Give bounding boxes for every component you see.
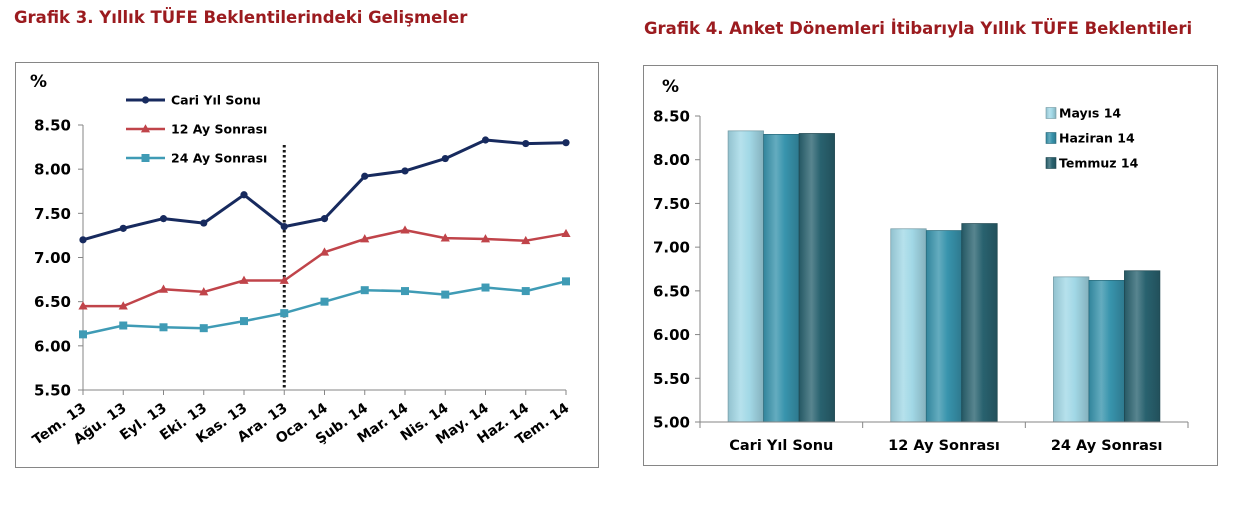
chart1-data-point [280, 222, 288, 231]
chart2-legend-swatch [1045, 157, 1057, 169]
chart1-y-tick-label: 6.50 [34, 293, 71, 311]
chart1-data-point [521, 287, 530, 296]
chart2-y-tick-label: 6.50 [653, 282, 690, 300]
chart2-bar [798, 133, 835, 423]
chart2-bar [890, 228, 927, 423]
chart1-data-point [119, 224, 127, 232]
chart2-x-tick-label: Cari Yıl Sonu [729, 438, 833, 454]
chart2-legend-swatch [1045, 107, 1057, 119]
chart1-legend-item: Cari Yıl Sonu [126, 93, 261, 108]
chart1-y-tick-label: 6.00 [34, 337, 71, 355]
chart2-y-tick-label: 5.50 [653, 370, 690, 388]
chart1-data-point [401, 287, 409, 296]
chart1-data-point [119, 321, 128, 330]
chart2-y-tick-label: 7.50 [653, 195, 690, 213]
chart1-y-tick-label: 5.50 [34, 382, 71, 400]
chart1-data-point [360, 234, 370, 243]
chart1-data-point [319, 247, 330, 256]
chart2-x-tick-label: 24 Ay Sonrası [1051, 438, 1163, 454]
chart1-data-point [440, 233, 450, 242]
chart2-y-tick-label: 8.00 [653, 151, 690, 169]
chart1-data-point [279, 275, 289, 284]
chart1-data-point [79, 330, 87, 339]
chart1-data-point [240, 317, 248, 326]
chart2-bar [763, 134, 800, 423]
chart1-data-point [480, 234, 491, 243]
chart1-data-point [199, 287, 209, 296]
chart1-legend-label: 12 Ay Sonrası [171, 122, 267, 137]
chart-title-grafik-4: Grafik 4. Anket Dönemleri İtibarıyla Yıl… [644, 19, 1193, 38]
chart1-data-point [239, 275, 249, 284]
chart1-data-point [79, 236, 87, 244]
chart1-data-point [562, 139, 570, 147]
chart1-data-point [320, 215, 329, 223]
chart1-data-point [78, 301, 88, 310]
chart2-bar [1088, 280, 1125, 423]
chart1-data-point [158, 284, 169, 293]
chart1-data-point [320, 297, 329, 306]
chart1-data-point [441, 290, 450, 299]
chart1-y-tick-label: 7.50 [34, 205, 71, 223]
chart1-data-point [441, 154, 449, 163]
chart1-legend-marker [140, 124, 151, 133]
chart2-legend-label: Haziran 14 [1059, 131, 1135, 146]
chart1-data-point [561, 228, 571, 238]
chart2-legend-label: Mayıs 14 [1059, 106, 1121, 121]
chart1-legend-marker [141, 154, 150, 162]
chart1-data-point [159, 215, 168, 223]
chart1-data-point [521, 235, 531, 245]
chart2-x-tick-label: 12 Ay Sonrası [888, 438, 1000, 454]
chart1-legend-item: 24 Ay Sonrası [126, 151, 267, 166]
chart1-data-point [481, 136, 490, 144]
chart1-data-point [361, 172, 369, 180]
chart1-unit-label: % [30, 72, 47, 92]
chart1-legend-label: 24 Ay Sonrası [171, 151, 267, 166]
chart2-bar [1124, 270, 1161, 423]
chart1-data-point [280, 309, 289, 318]
chart2-legend-label: Temmuz 14 [1059, 156, 1139, 171]
chart2-legend-item: Mayıs 14 [1045, 106, 1121, 121]
chart1-data-point [240, 191, 248, 199]
chart1-data-point [400, 225, 410, 234]
chart1-y-tick-label: 7.00 [34, 249, 71, 267]
chart1-data-point [118, 301, 128, 310]
chart1-y-tick-label: 8.50 [34, 117, 71, 135]
chart2-y-tick-label: 5.00 [653, 414, 690, 432]
chart2-unit-label: % [662, 77, 679, 97]
chart-title-grafik-3: Grafik 3. Yıllık TÜFE Beklentilerindeki … [14, 8, 468, 27]
chart1-data-point [401, 167, 409, 175]
chart1-data-point [159, 323, 168, 332]
chart1-data-point [562, 277, 570, 286]
chart2-bar [727, 130, 764, 423]
chart1-legend-item: 12 Ay Sonrası [126, 122, 267, 137]
chart2-y-tick-label: 8.50 [653, 108, 690, 126]
chart2-bar [961, 223, 998, 423]
chart2-y-tick-label: 6.00 [653, 326, 690, 344]
chart2-bar [1053, 276, 1090, 423]
chart1-legend-label: Cari Yıl Sonu [171, 93, 261, 108]
chart1-data-point [200, 219, 208, 227]
chart1-data-point [481, 283, 490, 292]
chart1-legend-marker [141, 96, 150, 104]
bar-chart-survey-cpi-expectations: % 8.50 8.00 7.50 7.00 6.50 6.00 5.50 5.00 Cari Yı… [643, 65, 1218, 466]
chart2-bar [925, 230, 963, 423]
chart1-data-point [360, 286, 369, 295]
chart2-legend-swatch [1045, 132, 1057, 144]
chart2-y-tick-label: 7.00 [653, 239, 690, 257]
chart1-data-point [199, 324, 208, 333]
chart1-data-point [522, 139, 530, 148]
chart1-y-tick-label: 8.00 [34, 161, 71, 179]
chart2-legend-item: Temmuz 14 [1045, 156, 1139, 171]
chart2-legend-item: Haziran 14 [1045, 131, 1135, 146]
